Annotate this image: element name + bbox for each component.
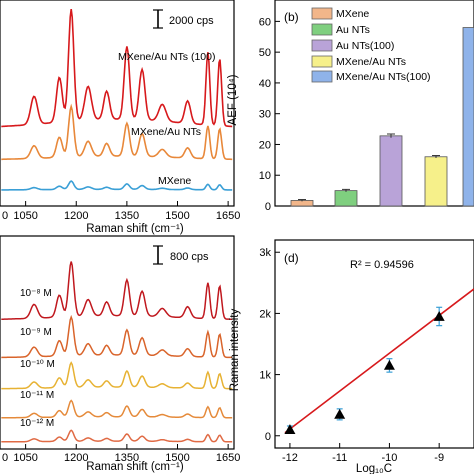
panel-d-panel-label: (d) [284,251,299,265]
panel-a-xlabel: Raman shift (cm⁻¹) [86,223,184,235]
panel-b-ylabel: AEF (10⁴) [227,74,239,125]
panel-a-xtick-label: 1200 [64,210,88,222]
panel-b-bar-3 [424,156,448,207]
panel-b-ytick-label: 0 [265,201,271,213]
panel-a-xtick-label: 1050 [13,210,37,222]
panel-b-bar-2 [379,135,403,207]
panel-b-y-ticks: 0 10 20 30 40 50 60 [259,16,280,213]
panel-a-xtick-label: 1500 [165,210,189,222]
panel-b-ytick-label: 40 [259,78,271,90]
panel-d-ytick-label: 3k [259,247,271,259]
panel-c-scalebar-label: 800 cps [170,251,209,263]
panel-d-ytick-label: 0 [265,431,271,443]
panel-d-point-2 [383,359,395,370]
panel-d-xtick-label: -10 [381,452,397,464]
panel-b: 0 10 20 30 40 50 60 AEF (10⁴) (b) MXene Au NTs A… [227,0,474,213]
panel-c-xtick-label: 1350 [115,452,139,464]
panel-a-xtick-label-clipped: 0 [2,210,8,222]
panel-c-series-line-2 [1,361,233,390]
panel-d: 0 1k 2k 3k -12 -11 -10 -9 Raman intensity Log₁… [229,239,474,474]
panel-b-legend-swatch-4 [311,70,333,83]
panel-a-series-label-0: MXene/Au NTs (100) [118,51,215,63]
panel-d-plot [284,288,474,435]
panel-c-traces [1,261,233,443]
panel-b-panel-label: (b) [284,10,299,24]
panel-b-legend-label-3: MXene/Au NTs [336,56,406,68]
panel-c-xlabel: Raman shift (cm⁻¹) [86,461,184,473]
panel-a-series-line-1 [1,103,233,161]
panel-d-fit-line [284,288,474,434]
panel-d-x-ticks: -12 -11 -10 -9 [282,443,444,464]
panel-a: 1050 1200 1350 1500 1650 0 2000 cps MXene/Au … [0,0,240,235]
panel-c-series-label-2: 10⁻¹⁰ M [20,359,55,370]
panel-b-legend: MXene Au NTs Au NTs(100) MXene/Au NTs MXene/… [311,7,431,83]
panel-a-series-line-2 [1,180,233,191]
panel-d-ytick-label: 2k [259,308,271,320]
panel-a-x-ticks: 1050 1200 1350 1500 1650 0 [2,201,240,222]
panel-d-point-0 [284,424,296,435]
panel-b-bars [290,27,474,207]
panel-b-bar-1 [334,190,358,207]
panel-c-xtick-label: 1650 [216,452,240,464]
panel-c-series-label-4: 10⁻¹² M [20,418,54,429]
panel-d-frame [274,239,474,449]
panel-c: 1050 1200 1350 1500 1650 0 800 cps 10⁻⁸ M 10⁻… [0,235,240,473]
panel-c-xtick-label-clipped: 0 [2,452,8,464]
panel-c-series-label-0: 10⁻⁸ M [20,288,52,299]
panel-c-xtick-label: 1050 [13,452,37,464]
panel-c-series-label-1: 10⁻⁹ M [20,327,52,338]
panel-d-point-1 [334,408,346,419]
panel-c-xtick-label: 1500 [165,452,189,464]
panel-c-series-line-1 [1,314,233,359]
panel-b-legend-swatch-3 [311,55,333,68]
panel-b-legend-label-4: MXene/Au NTs(100) [336,71,431,83]
panel-c-series-label-3: 10⁻¹¹ M [20,390,54,401]
panel-a-series-label-2: MXene [158,175,191,187]
panel-b-ytick-label: 50 [259,47,271,59]
panel-c-series-line-3 [1,399,233,419]
panel-c-series-line-0 [1,261,233,320]
panel-a-series-line-0 [1,9,233,128]
panel-b-ytick-label: 10 [259,170,271,182]
panel-b-bar-4 [462,27,474,207]
panel-b-legend-swatch-2 [311,39,333,52]
panel-d-xtick-label: -12 [282,452,298,464]
panel-a-frame [0,0,235,207]
panel-b-frame [274,0,474,207]
panel-d-xlabel: Log₁₀C [356,463,392,474]
panel-b-legend-label-0: MXene [336,8,369,20]
panel-c-xtick-label: 1200 [64,452,88,464]
panel-b-legend-label-1: Au NTs [336,24,370,36]
panel-d-xtick-label: -9 [434,452,444,464]
panel-b-legend-swatch-1 [311,23,333,36]
panel-b-ytick-label: 60 [259,16,271,28]
panel-d-point-3 [433,310,445,321]
panel-b-legend-swatch-0 [311,7,333,20]
panel-d-annotation: R² = 0.94596 [350,259,414,271]
panel-b-ytick-label: 30 [259,109,271,121]
panel-d-ylabel: Raman intensity [229,309,241,392]
panel-d-ytick-label: 1k [259,370,271,382]
panel-b-ytick-label: 20 [259,139,271,151]
panel-a-traces [1,9,233,191]
panel-a-scalebar-label: 2000 cps [169,15,214,27]
panel-c-x-ticks: 1050 1200 1350 1500 1650 0 [2,444,240,464]
panel-d-y-ticks: 0 1k 2k 3k [259,247,280,443]
panel-c-frame [0,235,235,450]
panel-d-xtick-label: -11 [332,452,347,464]
panel-a-series-label-1: MXene/Au NTs [131,126,201,138]
panel-c-series-line-4 [1,429,233,443]
panel-a-xtick-label: 1650 [216,210,240,222]
panel-a-xtick-label: 1350 [115,210,139,222]
panel-b-legend-label-2: Au NTs(100) [336,40,394,52]
